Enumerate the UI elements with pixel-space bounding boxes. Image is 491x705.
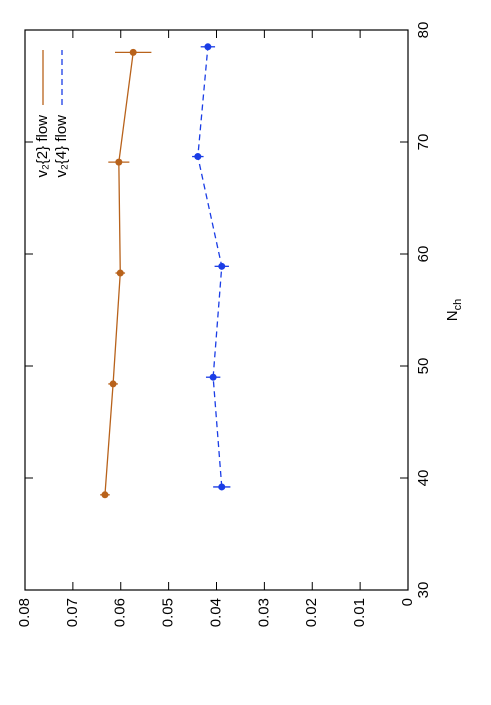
y-tick-label: 0.06	[112, 598, 129, 627]
plot-frame	[24, 29, 409, 591]
y-tick-label: 0.08	[16, 598, 33, 627]
plot-area: Nch 0 0.01 0.02 0.03 0.04 0.05 0.06 0.07 0.08 30 4…	[16, 22, 464, 628]
data-point	[218, 262, 226, 270]
data-point	[218, 483, 226, 491]
x-axis-label-sub: ch	[452, 299, 464, 311]
x-tick-label: 40	[415, 470, 432, 487]
x-tick-label: 50	[415, 358, 432, 375]
x-tick-label: 60	[415, 246, 432, 263]
data-point	[204, 43, 212, 51]
data-point	[194, 153, 202, 161]
y-tick-label: 0.03	[255, 598, 272, 627]
y-tick-label: 0.07	[64, 598, 81, 627]
x-tick-label: 70	[415, 134, 432, 151]
y-tick-label: 0	[399, 598, 416, 606]
x-tick-label: 30	[415, 582, 432, 599]
data-point	[101, 491, 109, 499]
data-point	[209, 373, 217, 381]
data-point	[109, 380, 117, 388]
data-point	[115, 158, 123, 166]
y-tick-label: 0.02	[303, 598, 320, 627]
data-point	[116, 269, 124, 277]
y-tick-label: 0.01	[351, 598, 368, 627]
legend-label: v₂{2} flow	[34, 115, 51, 178]
x-tick-label: 80	[415, 22, 432, 39]
x-axis-label: Nch	[444, 299, 464, 321]
data-point	[129, 48, 137, 56]
y-tick-label: 0.05	[160, 598, 177, 627]
y-tick-label: 0.04	[207, 598, 224, 627]
legend-label: v₂{4} flow	[53, 115, 70, 178]
x-axis-label-main: N	[444, 310, 461, 321]
